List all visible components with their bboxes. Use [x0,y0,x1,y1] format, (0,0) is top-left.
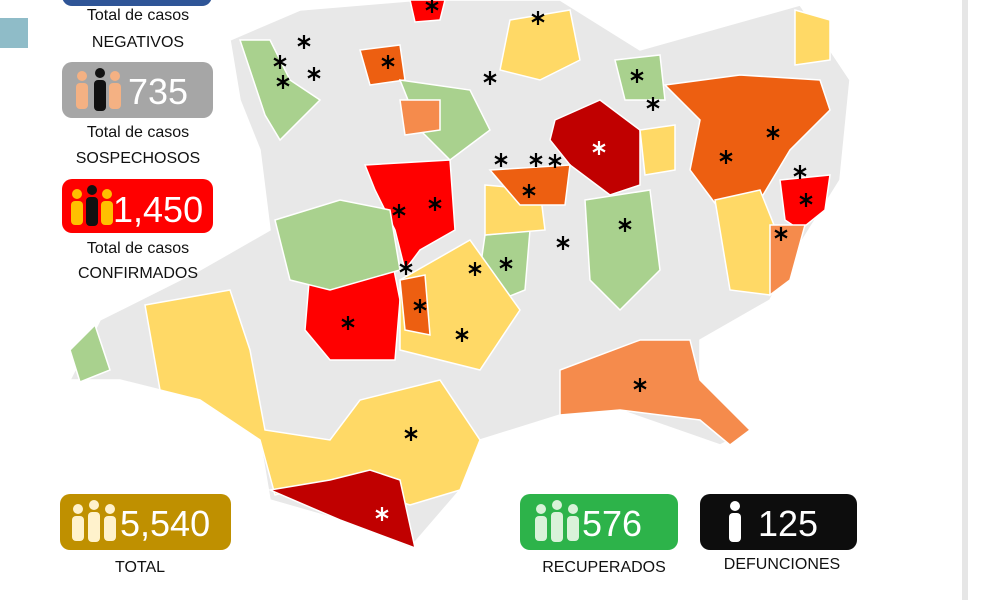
asterisk-marker [548,154,562,168]
asterisk-marker [592,141,606,155]
region [584,189,661,312]
asterisk-marker [273,55,287,69]
label: RECUPERADOS [542,559,666,576]
asterisk-marker [276,75,290,89]
asterisk-marker [646,97,660,111]
asterisk-marker [522,184,536,198]
region [499,9,581,81]
people-icon [535,500,579,542]
asterisk-marker [531,11,545,25]
side-tab [0,18,28,48]
asterisk-marker [297,35,311,49]
region [69,323,111,383]
region [399,99,441,136]
asterisk-marker [630,69,644,83]
asterisk-marker [556,236,570,250]
value: 735 [128,71,188,112]
region [144,289,481,506]
asterisk-marker [375,507,389,521]
label: TOTAL [115,559,165,576]
people-icon [71,185,113,226]
divider [962,0,968,600]
asterisk-marker [381,55,395,69]
markers [273,0,813,521]
caption: Total de casos [87,7,189,24]
map [68,0,851,550]
label: NEGATIVOS [92,34,184,51]
card-confirmados [62,179,213,233]
label: CONFIRMADOS [78,265,198,282]
card-total [60,494,231,550]
asterisk-marker [483,71,497,85]
asterisk-marker [529,153,543,167]
asterisk-marker [413,299,427,313]
asterisk-marker [468,262,482,276]
region [549,99,641,196]
asterisk-marker [307,67,321,81]
value: 576 [582,503,642,544]
region [559,339,752,446]
asterisk-marker [799,193,813,207]
asterisk-marker [774,227,788,241]
region [274,199,401,291]
region [409,0,446,23]
region [238,39,322,142]
region [769,224,806,297]
region [794,9,831,66]
region [399,239,521,371]
caption: Total de casos [87,240,189,257]
caption: Total de casos [87,124,189,141]
region [639,124,676,176]
asterisk-marker [425,0,439,13]
value: 1,450 [113,189,203,230]
region [663,74,831,211]
asterisk-marker [633,378,647,392]
asterisk-marker [455,328,469,342]
region [363,159,456,272]
asterisk-marker [392,204,406,218]
region [267,469,417,550]
value: 5,540 [120,503,210,544]
people-icon [76,68,121,111]
asterisk-marker [499,257,513,271]
asterisk-marker [719,150,733,164]
asterisk-marker [404,427,418,441]
label: SOSPECHOSOS [76,150,200,167]
asterisk-marker [618,218,632,232]
asterisk-marker [428,197,442,211]
asterisk-marker [399,261,413,275]
asterisk-marker [341,316,355,330]
label: DEFUNCIONES [724,556,840,573]
value: 125 [758,503,818,544]
asterisk-marker [494,153,508,167]
card-negativos [62,0,212,6]
region [399,274,431,336]
asterisk-marker [766,126,780,140]
person-icon [729,501,741,542]
people-icon [72,500,116,542]
asterisk-marker [793,165,807,179]
